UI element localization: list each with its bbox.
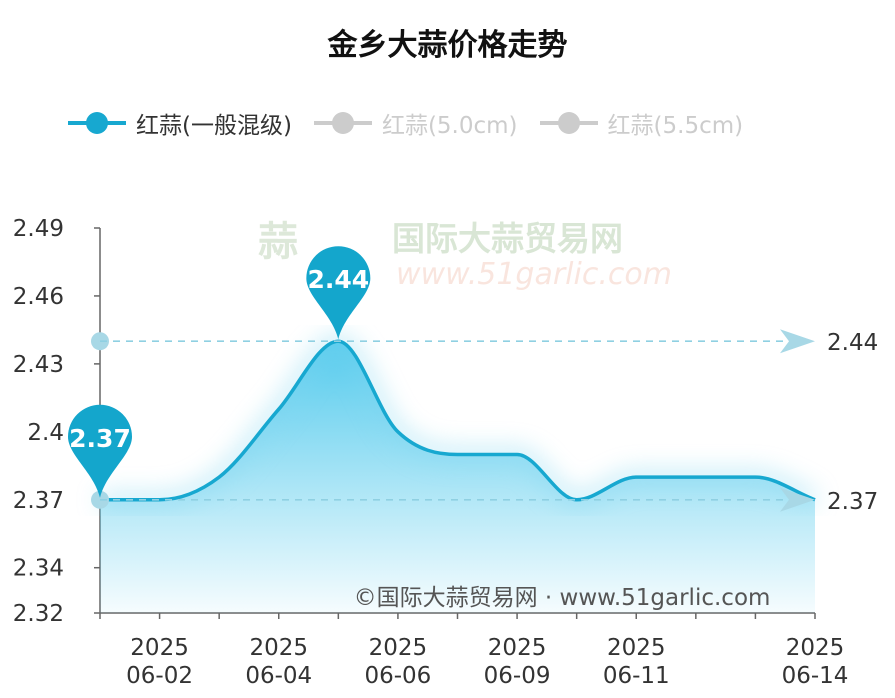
- y-tick-label: 2.32: [13, 601, 64, 627]
- x-tick-label: 2025 06-09: [484, 635, 551, 689]
- x-tick-label-line: 2025: [607, 635, 666, 661]
- x-tick-label-line: 2025: [249, 635, 308, 661]
- y-tick-label: 2.49: [13, 216, 64, 242]
- x-tick-label-line: 06-06: [364, 663, 431, 689]
- legend: 红蒜(一般混级) 红蒜(5.0cm) 红蒜(5.5cm): [68, 106, 743, 140]
- x-tick-label-line: 06-11: [603, 663, 670, 689]
- watermark-url: www.51garlic.com: [396, 257, 672, 292]
- y-tick-label: 2.46: [13, 284, 64, 310]
- y-tick-label: 2.43: [13, 352, 64, 378]
- mark-line-label: 2.44: [827, 330, 878, 356]
- x-tick-label-line: 06-04: [245, 663, 312, 689]
- x-tick-label-line: 06-09: [484, 663, 551, 689]
- mark-point-pin: 2.44: [306, 246, 371, 340]
- legend-label: 红蒜(5.0cm): [381, 113, 518, 139]
- x-tick-label: 2025 06-11: [603, 635, 670, 689]
- x-tick-label: 2025 06-14: [782, 635, 849, 689]
- series-line: [100, 339, 816, 502]
- x-tick-label-line: 2025: [369, 635, 428, 661]
- legend-item[interactable]: 红蒜(5.0cm): [313, 106, 518, 140]
- mark-point-label: 2.44: [307, 265, 369, 294]
- watermark-logo: 蒜: [258, 219, 298, 265]
- x-tick-label-line: 2025: [786, 635, 845, 661]
- x-tick-label-line: 2025: [130, 635, 189, 661]
- footer-watermark: ©国际大蒜贸易网 · www.51garlic.com: [354, 585, 771, 611]
- legend-line-circle-icon: [68, 112, 126, 134]
- legend-line-circle-icon: [313, 112, 372, 134]
- legend-label: 红蒜(一般混级): [136, 113, 292, 139]
- mark-point-pin: 2.37: [68, 404, 132, 498]
- legend-line-circle-icon: [539, 112, 598, 134]
- legend-item[interactable]: 红蒜(5.5cm): [539, 106, 744, 140]
- x-tick-label-line: 06-02: [126, 663, 193, 689]
- watermark-name: 国际大蒜贸易网: [392, 219, 623, 258]
- x-tick-label: 2025 06-04: [245, 635, 312, 689]
- chart-title: 金乡大蒜价格走势: [327, 28, 568, 63]
- x-tick-label-line: 2025: [488, 635, 547, 661]
- mark-line-label: 2.37: [827, 489, 878, 515]
- pin-icon: [306, 246, 371, 340]
- mark-point-label: 2.37: [69, 424, 131, 453]
- arrow-icon: [780, 329, 815, 354]
- x-tick-label: 2025 06-02: [126, 635, 193, 689]
- area-fill: [100, 341, 815, 613]
- y-tick-label: 2.4: [27, 420, 64, 446]
- pin-icon: [68, 404, 132, 498]
- legend-label: 红蒜(5.5cm): [607, 113, 744, 139]
- legend-item[interactable]: 红蒜(一般混级): [68, 106, 292, 140]
- arrow-icon: [780, 487, 815, 512]
- x-tick-label: 2025 06-06: [364, 635, 431, 689]
- y-tick-label: 2.37: [13, 488, 64, 514]
- x-tick-label-line: 06-14: [782, 663, 849, 689]
- y-tick-label: 2.34: [13, 556, 64, 582]
